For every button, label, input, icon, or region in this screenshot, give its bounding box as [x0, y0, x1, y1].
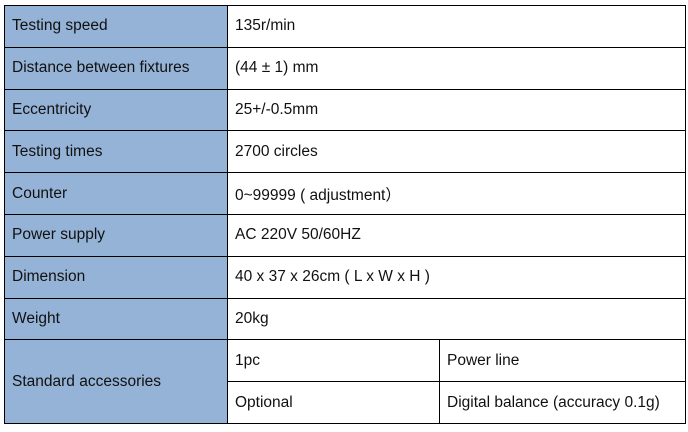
table-row: Testing times 2700 circles: [4, 130, 686, 174]
table-row: Counter 0~99999 ( adjustment）: [4, 172, 686, 215]
spec-value: (44 ± 1) mm: [227, 46, 686, 90]
spec-label: Testing times: [4, 130, 228, 174]
accessory-type: Optional: [227, 381, 440, 424]
accessory-item: Power line: [439, 339, 686, 383]
table-row: Weight 20kg: [4, 297, 686, 341]
spec-table: Testing speed 135r/min Distance between f…: [4, 5, 686, 424]
accessory-item: Digital balance (accuracy 0.1g): [439, 381, 686, 424]
spec-value: 0~99999 ( adjustment）: [227, 172, 686, 215]
spec-label: Standard accessories: [4, 339, 228, 424]
table-row: Standard accessories 1pc Power line: [4, 339, 686, 424]
spec-label: Weight: [4, 297, 228, 341]
spec-value: AC 220V 50/60HZ: [227, 213, 686, 257]
spec-value: 2700 circles: [227, 130, 686, 174]
table-row: Optional Digital balance (accuracy 0.1g): [5, 381, 686, 424]
table-row: Power supply AC 220V 50/60HZ: [4, 213, 686, 257]
spec-label: Power supply: [4, 213, 228, 257]
spec-value: 135r/min: [227, 5, 686, 48]
accessory-type: 1pc: [227, 339, 440, 383]
spec-label: Testing speed: [4, 5, 228, 48]
table-row: Dimension 40 x 37 x 26cm ( L x W x H ): [4, 255, 686, 299]
table-row: Testing speed 135r/min: [4, 5, 686, 48]
table-row: Eccentricity 25+/-0.5mm: [4, 88, 686, 132]
spec-value: 25+/-0.5mm: [227, 88, 686, 132]
spec-label: Distance between fixtures: [4, 46, 228, 90]
table-row: Distance between fixtures (44 ± 1) mm: [4, 46, 686, 90]
spec-label: Dimension: [4, 255, 228, 299]
spec-label: Counter: [4, 172, 228, 215]
spec-value: 20kg: [227, 297, 686, 341]
spec-label: Eccentricity: [4, 88, 228, 132]
spec-value: 40 x 37 x 26cm ( L x W x H ): [227, 255, 686, 299]
